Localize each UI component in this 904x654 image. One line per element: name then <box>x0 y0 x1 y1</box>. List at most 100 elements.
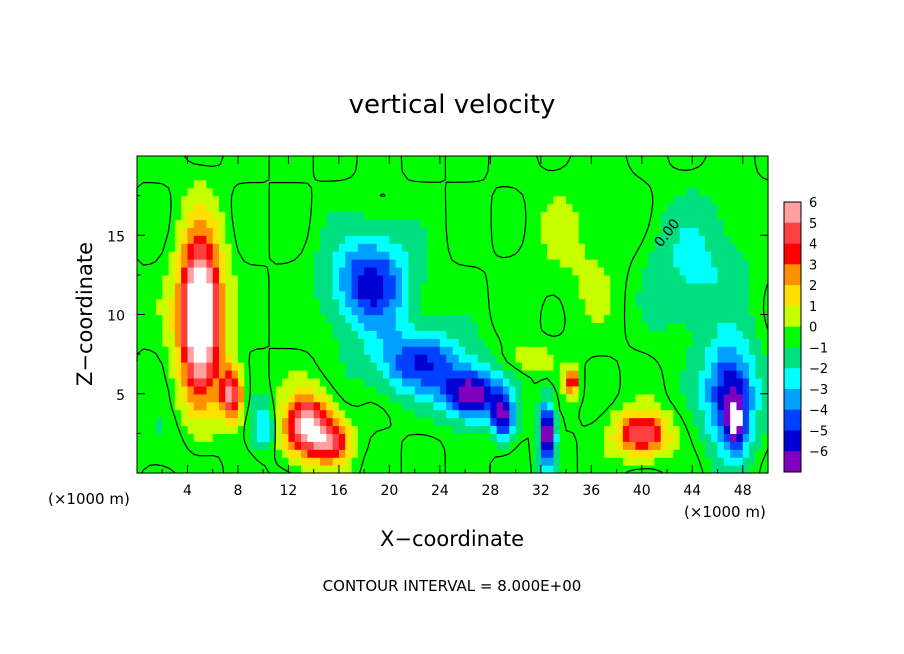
heatmap-cell <box>193 259 201 268</box>
heatmap-cell <box>433 306 441 316</box>
heatmap-cell <box>282 393 290 403</box>
heatmap-cell <box>547 457 555 466</box>
heatmap-cell <box>143 393 151 403</box>
heatmap-cell <box>496 417 504 427</box>
heatmap-cell <box>534 354 542 363</box>
heatmap-cell <box>439 354 447 363</box>
heatmap-cell <box>622 401 630 411</box>
heatmap-cell <box>603 393 611 403</box>
heatmap-cell <box>433 314 441 324</box>
heatmap-cell <box>711 338 719 347</box>
heatmap-cell <box>338 362 346 371</box>
heatmap-cell <box>528 322 536 331</box>
heatmap-cell <box>402 274 409 284</box>
heatmap-cell <box>458 409 466 419</box>
heatmap-cell <box>736 322 744 331</box>
heatmap-cell <box>717 306 725 316</box>
heatmap-cell <box>433 266 441 276</box>
heatmap-cell <box>572 282 580 292</box>
heatmap-cell <box>515 243 523 252</box>
heatmap-cell <box>465 433 473 442</box>
heatmap-cell <box>692 401 700 411</box>
heatmap-cell <box>622 290 630 300</box>
heatmap-cell <box>212 377 220 387</box>
heatmap-cell <box>338 417 346 427</box>
heatmap-cell <box>692 369 700 379</box>
heatmap-cell <box>704 362 712 371</box>
heatmap-cell <box>629 266 637 276</box>
heatmap-cell <box>761 425 769 434</box>
heatmap-cell <box>654 354 662 363</box>
heatmap-cell <box>206 171 214 181</box>
heatmap-cell <box>250 163 258 173</box>
heatmap-cell <box>219 251 226 260</box>
heatmap-cell <box>206 449 214 458</box>
heatmap-cell <box>685 259 693 268</box>
heatmap-cell <box>667 465 674 474</box>
heatmap-cell <box>219 385 226 395</box>
heatmap-cell <box>591 401 599 411</box>
heatmap-cell <box>143 235 151 244</box>
heatmap-cell <box>711 211 719 220</box>
heatmap-cell <box>585 282 592 292</box>
heatmap-cell <box>660 449 668 458</box>
heatmap-cell <box>193 393 201 403</box>
heatmap-cell <box>351 346 359 355</box>
heatmap-cell <box>547 251 555 260</box>
heatmap-cell <box>717 219 725 228</box>
heatmap-cell <box>679 449 687 458</box>
heatmap-cell <box>629 290 637 300</box>
heatmap-cell <box>610 259 618 268</box>
heatmap-cell <box>528 156 536 165</box>
heatmap-cell <box>200 306 208 316</box>
heatmap-cell <box>200 203 208 213</box>
heatmap-cell <box>711 235 719 244</box>
heatmap-cell <box>174 179 182 189</box>
heatmap-cell <box>603 251 611 260</box>
heatmap-cell <box>143 346 151 355</box>
heatmap-cell <box>319 362 327 371</box>
heatmap-cell <box>275 235 283 244</box>
heatmap-cell <box>566 354 573 363</box>
heatmap-cell <box>225 385 233 395</box>
heatmap-cell <box>288 259 296 268</box>
heatmap-cell <box>559 362 567 371</box>
heatmap-cell <box>420 417 428 427</box>
heatmap-cell <box>288 354 296 363</box>
heatmap-cell <box>591 156 599 165</box>
heatmap-cell <box>231 425 239 434</box>
heatmap-cell <box>603 425 611 434</box>
heatmap-cell <box>477 465 485 474</box>
heatmap-cell <box>338 338 346 347</box>
heatmap-cell <box>307 465 315 474</box>
heatmap-cell <box>553 266 561 276</box>
heatmap-cell <box>559 203 567 213</box>
heatmap-cell <box>528 362 536 371</box>
heatmap-cell <box>465 211 473 220</box>
heatmap-cell <box>402 393 409 403</box>
heatmap-cell <box>231 377 239 387</box>
heatmap-cell <box>477 163 485 173</box>
heatmap-cell <box>402 266 409 276</box>
heatmap-cell <box>414 457 422 466</box>
heatmap-cell <box>572 163 580 173</box>
heatmap-cell <box>250 179 258 189</box>
heatmap-cell <box>635 251 643 260</box>
heatmap-cell <box>319 298 327 308</box>
heatmap-cell <box>446 274 454 284</box>
heatmap-cell <box>282 163 290 173</box>
heatmap-cell <box>237 417 245 427</box>
heatmap-cell <box>345 306 353 316</box>
heatmap-cell <box>559 211 567 220</box>
heatmap-cell <box>458 338 466 347</box>
heatmap-cell <box>155 409 163 419</box>
heatmap-cell <box>181 274 189 284</box>
heatmap-cell <box>477 298 485 308</box>
heatmap-cell <box>219 369 226 379</box>
heatmap-cell <box>174 346 182 355</box>
heatmap-cell <box>376 457 384 466</box>
heatmap-cell <box>193 219 201 228</box>
heatmap-cell <box>698 449 706 458</box>
heatmap-cell <box>742 401 750 411</box>
heatmap-cell <box>263 163 271 173</box>
